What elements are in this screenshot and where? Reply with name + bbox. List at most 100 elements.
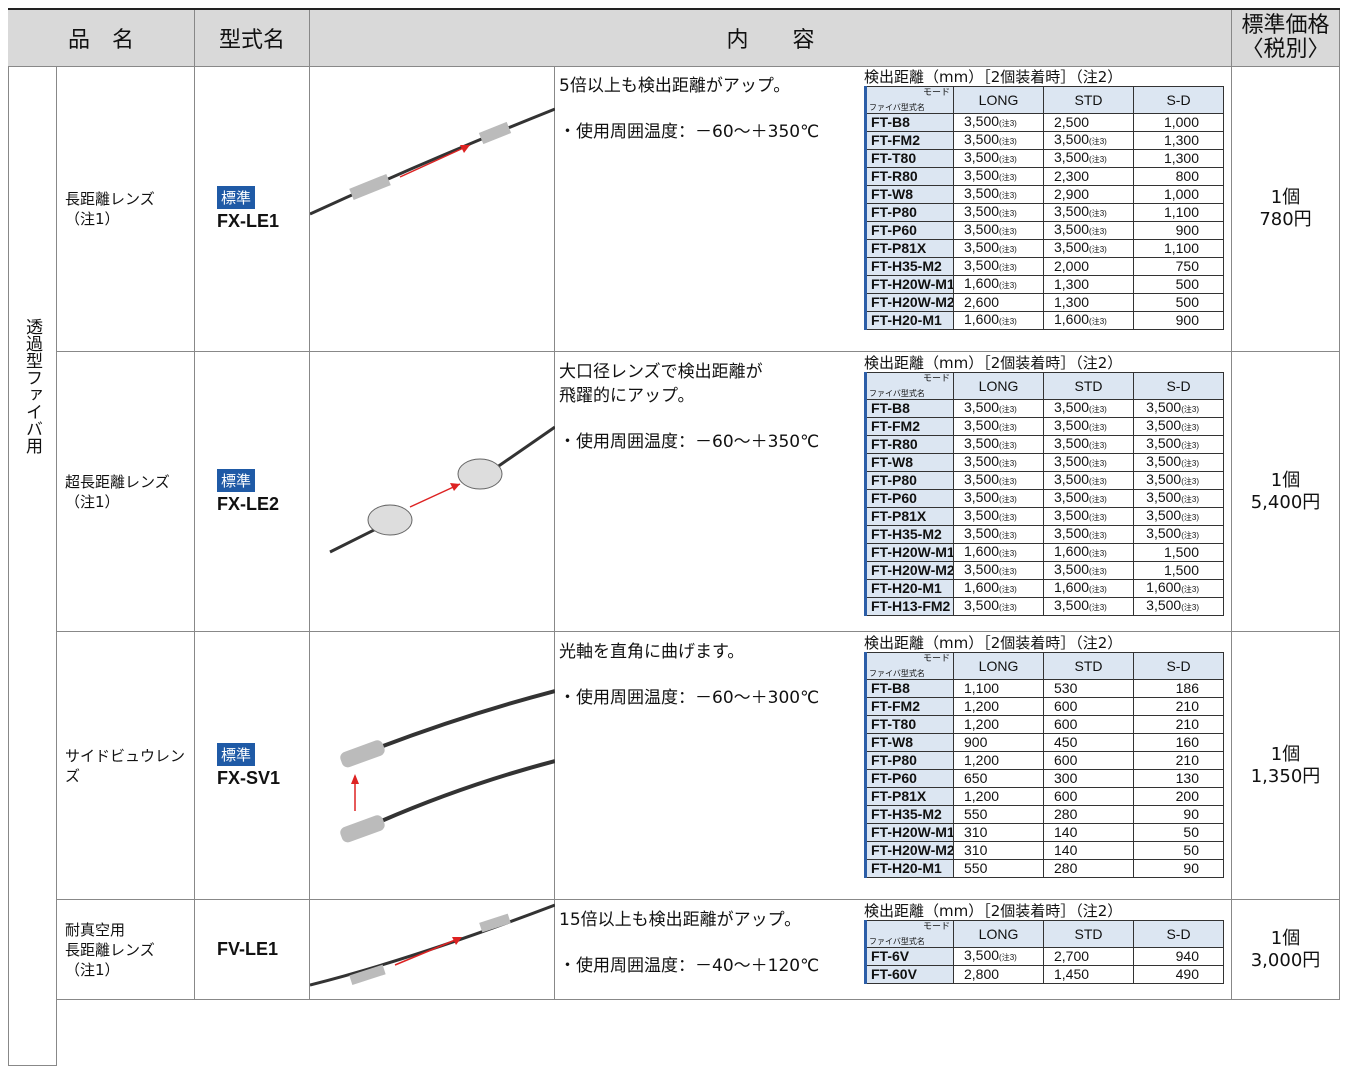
detection-distance: 3,500(注3)	[953, 185, 1044, 204]
description-paragraph: ・使用周囲温度：－40～＋120℃	[559, 954, 856, 978]
distance-value: 3,500	[1054, 471, 1090, 487]
detection-distance: 3,500(注3)	[1133, 453, 1224, 472]
distance-value: 1,200	[964, 788, 1000, 804]
detection-distance: 3,500(注3)	[1043, 489, 1134, 508]
distance-value: 186	[1175, 680, 1199, 696]
header-model: 型式名	[195, 10, 310, 66]
detection-distance: 3,500(注3)	[1133, 597, 1224, 616]
description-line: 飛躍的にアップ。	[559, 386, 695, 406]
description-paragraph: ・使用周囲温度：－60～＋350℃	[559, 120, 856, 144]
description-line: 15倍以上も検出距離がアップ。	[559, 910, 802, 930]
price-cell: 1個 3,000円	[1232, 900, 1340, 1000]
detection-distance: 3,500(注3)	[953, 239, 1044, 258]
spec-row: FT-W8 3,500(注3) 2,900 1,000	[864, 185, 1224, 204]
distance-value: 1,450	[1054, 966, 1090, 982]
distance-value: 3,500	[1054, 399, 1090, 415]
fiber-model: FT-FM2	[864, 131, 954, 150]
distance-note: (注3)	[999, 209, 1017, 218]
distance-note: (注3)	[1181, 423, 1199, 432]
detection-distance: 3,500(注3)	[953, 399, 1044, 418]
distance-note: (注3)	[1181, 495, 1199, 504]
detection-distance: 1,600(注3)	[1043, 543, 1134, 562]
spec-corner: モード ファイバ型式名	[864, 920, 954, 948]
fiber-model: FT-60V	[864, 965, 954, 984]
spec-row: FT-P81X 3,500(注3) 3,500(注3) 1,100	[864, 239, 1224, 258]
distance-value: 3,500	[964, 471, 1000, 487]
fiber-label: ファイバ型式名	[869, 937, 925, 946]
distance-value: 1,000	[1163, 114, 1199, 130]
spec-row: FT-B8 3,500(注3) 3,500(注3) 3,500(注3)	[864, 399, 1224, 418]
distance-value: 490	[1175, 966, 1199, 982]
spec-row: FT-H20W-M2 3,500(注3) 3,500(注3) 1,500	[864, 561, 1224, 580]
standard-badge: 標準	[217, 742, 256, 766]
fiber-label: ファイバ型式名	[869, 669, 925, 678]
description-paragraph: 大口径レンズで検出距離が 飛躍的にアップ。	[559, 360, 856, 408]
detection-distance: 1,600(注3)	[953, 579, 1044, 598]
fiber-model: FT-P60	[864, 221, 954, 240]
spec-row: FT-W8 900 450 160	[864, 733, 1224, 752]
distance-value: 3,500	[964, 435, 1000, 451]
distance-value: 1,000	[1163, 186, 1199, 202]
spec-row: FT-P81X 1,200 600 200	[864, 787, 1224, 806]
spec-header-row: モード ファイバ型式名 LONG STD S-D	[864, 372, 1224, 400]
description-cell: 15倍以上も検出距離がアップ。・使用周囲温度：－40～＋120℃	[555, 900, 860, 1000]
distance-value: 1,600	[964, 543, 1000, 559]
fiber-model: FT-H20W-M1	[864, 543, 954, 562]
distance-value: 1,600	[1054, 311, 1090, 327]
spec-cell: 検出距離（mm）［2個装着時］（注2） モード ファイバ型式名 LONG STD S-D F…	[860, 900, 1232, 1000]
fiber-model: FT-T80	[864, 715, 954, 734]
distance-value: 3,500	[964, 113, 1000, 129]
detection-distance: 1,000	[1133, 113, 1224, 132]
spec-row: FT-FM2 1,200 600 210	[864, 697, 1224, 716]
distance-value: 2,900	[1054, 186, 1090, 202]
spec-column-header: LONG	[953, 652, 1044, 680]
distance-value: 1,200	[964, 698, 1000, 714]
detection-distance: 940	[1133, 947, 1224, 966]
distance-value: 1,600	[1146, 579, 1182, 595]
spec-corner: モード ファイバ型式名	[864, 652, 954, 680]
detection-distance: 1,300	[1133, 131, 1224, 150]
product-name: サイドビュウレンズ	[65, 746, 186, 785]
distance-value: 3,500	[964, 561, 1000, 577]
detection-distance: 186	[1133, 679, 1224, 698]
distance-value: 3,500	[964, 525, 1000, 541]
product-name: 長距離レンズ	[65, 940, 155, 959]
distance-value: 3,500	[1054, 453, 1090, 469]
spec-table: モード ファイバ型式名 LONG STD S-D FT-B8 3,500(注3) 2,500 1…	[864, 86, 1224, 330]
price-cell: 1個 780円	[1232, 66, 1340, 352]
spec-table: モード ファイバ型式名 LONG STD S-D FT-B8 1,100 530 186 FT-F…	[864, 652, 1224, 878]
distance-note: (注3)	[1089, 603, 1107, 612]
distance-value: 160	[1175, 734, 1199, 750]
distance-value: 280	[1054, 806, 1078, 822]
distance-note: (注3)	[999, 317, 1017, 326]
spec-row: FT-P80 3,500(注3) 3,500(注3) 3,500(注3)	[864, 471, 1224, 490]
fiber-model: FT-H20-M1	[864, 579, 954, 598]
distance-note: (注3)	[1089, 423, 1107, 432]
distance-note: (注3)	[999, 441, 1017, 450]
detection-distance: 3,500(注3)	[953, 203, 1044, 222]
detection-distance: 3,500(注3)	[1133, 399, 1224, 418]
spec-row: FT-P80 1,200 600 210	[864, 751, 1224, 770]
distance-note: (注3)	[1089, 405, 1107, 414]
detection-distance: 600	[1043, 715, 1134, 734]
distance-value: 2,700	[1054, 948, 1090, 964]
detection-distance: 450	[1043, 733, 1134, 752]
distance-note: (注3)	[999, 531, 1017, 540]
detection-distance: 900	[1133, 221, 1224, 240]
detection-distance: 2,900	[1043, 185, 1134, 204]
detection-distance: 130	[1133, 769, 1224, 788]
distance-note: (注3)	[1089, 245, 1107, 254]
spec-table: モード ファイバ型式名 LONG STD S-D FT-B8 3,500(注3) 3,500(…	[864, 372, 1224, 616]
spec-row: FT-T80 1,200 600 210	[864, 715, 1224, 734]
distance-value: 3,500	[1054, 489, 1090, 505]
distance-note: (注3)	[1089, 513, 1107, 522]
distance-value: 280	[1054, 860, 1078, 876]
detection-distance: 3,500(注3)	[1043, 525, 1134, 544]
fiber-model: FT-P80	[864, 471, 954, 490]
distance-value: 3,500	[1146, 453, 1182, 469]
distance-note: (注3)	[1181, 585, 1199, 594]
mode-label: モード	[922, 87, 950, 98]
distance-value: 3,500	[1054, 221, 1090, 237]
distance-note: (注3)	[1089, 317, 1107, 326]
detection-distance: 3,500(注3)	[953, 525, 1044, 544]
